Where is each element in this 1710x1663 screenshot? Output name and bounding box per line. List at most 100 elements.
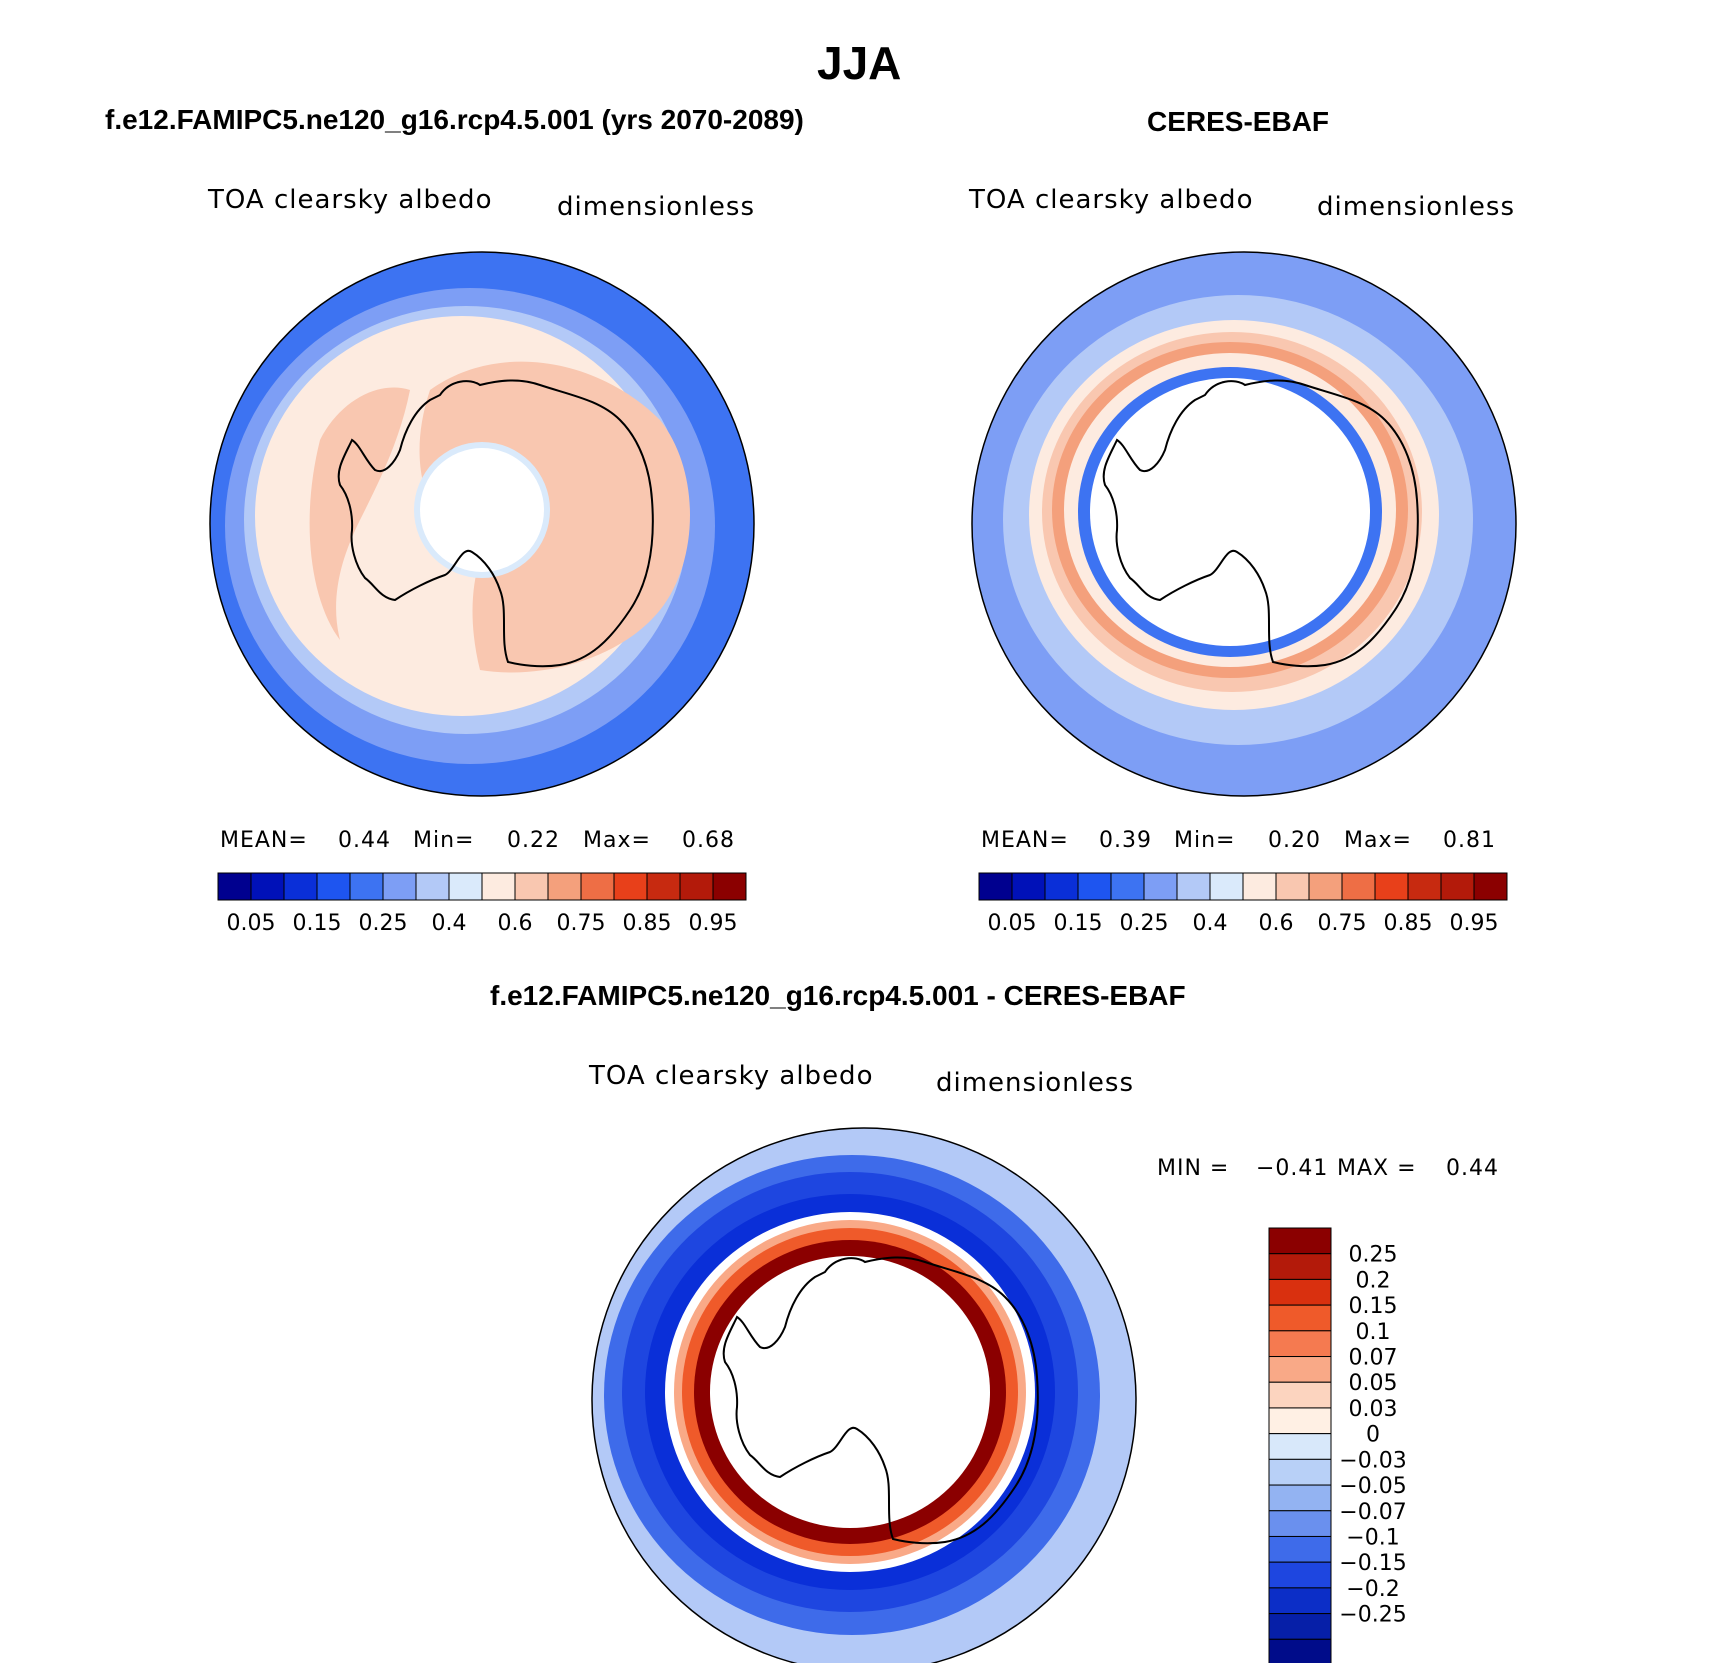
panel-3-min-label: MIN = <box>1157 1156 1230 1181</box>
colorbar-tick-label: 0.1 <box>1356 1320 1391 1345</box>
colorbar-swatch <box>547 872 582 901</box>
colorbar-tick-label: −0.1 <box>1346 1525 1399 1550</box>
colorbar-swatch <box>514 872 549 901</box>
panel-2-header: CERES-EBAF <box>1147 106 1330 137</box>
colorbar-tick-label: −0.15 <box>1339 1551 1406 1576</box>
colorbar-tick-label: 0.15 <box>293 911 342 936</box>
colorbar-tick-label: 0.6 <box>1259 911 1294 936</box>
colorbar-tick-label: 0 <box>1366 1423 1380 1448</box>
colorbar-tick-label: 0.6 <box>498 911 533 936</box>
panel-3-header: f.e12.FAMIPC5.ne120_g16.rcp4.5.001 - CER… <box>490 980 1186 1011</box>
colorbar-swatch <box>1440 872 1475 901</box>
colorbar-swatch <box>1268 1356 1332 1383</box>
colorbar-tick-label: −0.25 <box>1339 1603 1406 1628</box>
colorbar-swatch <box>283 872 318 901</box>
colorbar-swatch <box>1268 1458 1332 1486</box>
colorbar-swatch <box>349 872 384 901</box>
panel-3-map-border <box>591 1127 1137 1663</box>
panel-3-colorbar <box>1268 1227 1332 1663</box>
colorbar-tick-label: 0.95 <box>689 911 738 936</box>
colorbar-swatch <box>1268 1278 1332 1306</box>
colorbar-swatch <box>1341 872 1376 901</box>
colorbar-swatch <box>1268 1484 1332 1512</box>
colorbar-tick-label: 0.75 <box>1318 911 1367 936</box>
colorbar-tick-label: 0.4 <box>432 911 467 936</box>
panel-2-mean: 0.39 <box>1099 828 1152 853</box>
colorbar-swatch <box>1268 1510 1332 1537</box>
colorbar-swatch <box>1473 872 1508 901</box>
panel-1-map-border <box>209 251 755 797</box>
colorbar-swatch <box>580 872 615 901</box>
panel-1-mean-label: MEAN= <box>220 828 308 853</box>
panel-3-variable: TOA clearsky albedo <box>589 1061 874 1091</box>
panel-2-max-label: Max= <box>1344 828 1412 853</box>
colorbar-tick-label: 0.15 <box>1349 1294 1398 1319</box>
panel-1-header: f.e12.FAMIPC5.ne120_g16.rcp4.5.001 (yrs … <box>105 104 804 135</box>
colorbar-swatch <box>448 872 483 901</box>
colorbar-swatch <box>316 872 351 901</box>
colorbar-swatch <box>1176 872 1211 901</box>
panel-1-min-label: Min= <box>413 828 475 853</box>
panel-1-mean: 0.44 <box>338 828 391 853</box>
colorbar-swatch <box>1275 872 1310 901</box>
colorbar-swatch <box>415 872 450 901</box>
colorbar-tick-label: −0.07 <box>1339 1500 1406 1525</box>
colorbar-swatch <box>1242 872 1277 901</box>
panel-3-map <box>592 1128 1136 1663</box>
panel-1-max-label: Max= <box>583 828 651 853</box>
panel-2-map-border <box>971 251 1517 797</box>
colorbar-tick-label: 0.03 <box>1349 1397 1398 1422</box>
colorbar-swatch <box>1268 1330 1332 1358</box>
panel-1-units: dimensionless <box>557 192 755 222</box>
colorbar-swatch <box>646 872 681 901</box>
panel-2-mean-label: MEAN= <box>981 828 1069 853</box>
panel-3-max-label: MAX = <box>1337 1156 1417 1181</box>
colorbar-swatch <box>1407 872 1442 901</box>
colorbar-swatch <box>1268 1535 1332 1563</box>
colorbar-swatch <box>481 872 516 901</box>
panel-1-map <box>210 252 754 796</box>
colorbar-tick-label: 0.85 <box>1384 911 1433 936</box>
colorbar-tick-label: 0.05 <box>227 911 276 936</box>
panel-1-coastline <box>337 379 654 668</box>
panel-2-colorbar <box>978 872 1508 901</box>
panel-2-min: 0.20 <box>1268 828 1321 853</box>
colorbar-swatch <box>978 872 1013 901</box>
colorbar-tick-label: 0.75 <box>557 911 606 936</box>
colorbar-swatch <box>1374 872 1409 901</box>
colorbar-swatch <box>613 872 648 901</box>
panel-2-colorbar-ticks: 0.05 0.15 0.25 0.4 0.6 0.75 0.85 0.95 <box>988 911 1499 936</box>
colorbar-tick-label: 0.2 <box>1356 1268 1391 1293</box>
panel-3-min: −0.41 <box>1256 1156 1329 1181</box>
colorbar-tick-label: 0.05 <box>1349 1371 1398 1396</box>
colorbar-tick-label: 0.25 <box>359 911 408 936</box>
panel-2-min-label: Min= <box>1174 828 1236 853</box>
colorbar-swatch <box>1110 872 1145 901</box>
colorbar-swatch <box>1268 1407 1332 1435</box>
colorbar-swatch <box>1308 872 1343 901</box>
colorbar-swatch <box>250 872 285 901</box>
panel-2-variable: TOA clearsky albedo <box>969 185 1254 215</box>
panel-1-colorbar-ticks: 0.05 0.15 0.25 0.4 0.6 0.75 0.85 0.95 <box>227 911 738 936</box>
panel-1-colorbar <box>217 872 747 901</box>
panel-3-colorbar-ticks: 0.250.20.150.10.070.050.030−0.03−0.05−0.… <box>1339 1243 1406 1628</box>
colorbar-swatch <box>382 872 417 901</box>
colorbar-tick-label: 0.25 <box>1349 1243 1398 1268</box>
panel-3-coastline <box>722 1256 1039 1545</box>
panel-1-max: 0.68 <box>682 828 735 853</box>
colorbar-swatch <box>1268 1253 1332 1280</box>
page-title: JJA <box>817 37 902 89</box>
colorbar-swatch <box>1268 1433 1332 1460</box>
colorbar-tick-label: 0.25 <box>1120 911 1169 936</box>
colorbar-swatch <box>1268 1561 1332 1589</box>
colorbar-swatch <box>1011 872 1046 901</box>
panel-2-coastline <box>1102 379 1419 668</box>
panel-1-variable: TOA clearsky albedo <box>208 185 493 215</box>
colorbar-swatch <box>1209 872 1244 901</box>
colorbar-tick-label: −0.03 <box>1339 1448 1406 1473</box>
panel-1-min: 0.22 <box>507 828 560 853</box>
colorbar-tick-label: 0.15 <box>1054 911 1103 936</box>
colorbar-swatch <box>679 872 714 901</box>
colorbar-tick-label: 0.07 <box>1349 1346 1398 1371</box>
